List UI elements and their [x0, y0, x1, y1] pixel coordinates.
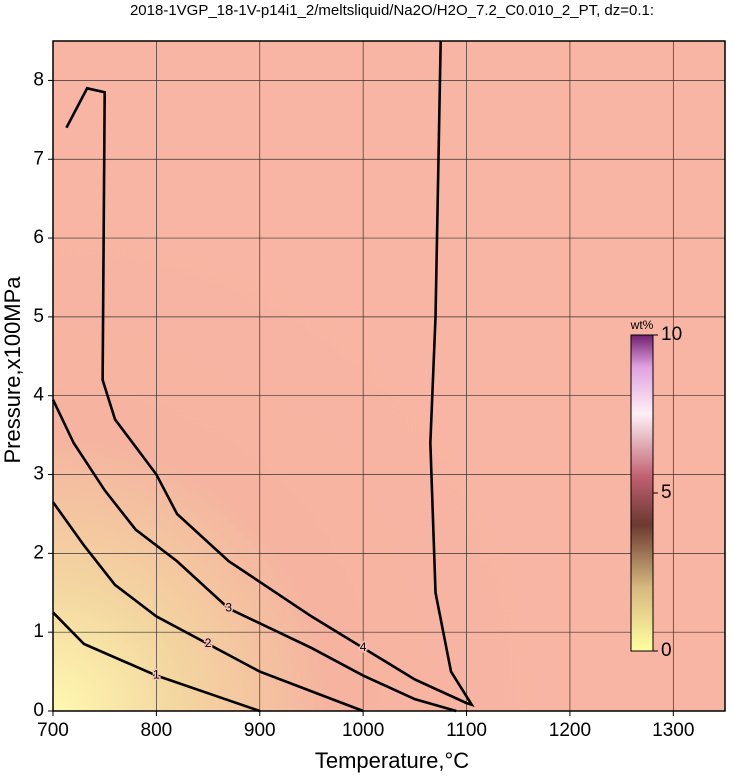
y-tick-label: 7 [33, 148, 44, 169]
y-tick-label: 1 [33, 621, 44, 642]
contour-label: 4 [360, 640, 367, 654]
colorbar-label: wt% [630, 318, 654, 332]
colorbar-tick-label: 0 [661, 640, 672, 661]
chart-title: 2018-1VGP_18-1V-p14i1_2/meltsliquid/Na2O… [130, 2, 654, 19]
y-tick-label: 2 [33, 542, 44, 563]
y-tick-label: 4 [33, 385, 44, 406]
contour-line [51, 399, 457, 713]
y-axis-label: Pressure,x100MPa [0, 276, 25, 464]
x-tick-label: 900 [244, 720, 276, 741]
contour-label: 1 [153, 668, 160, 682]
x-axis-label: Temperature,°C [315, 748, 469, 773]
plot-background [53, 41, 725, 711]
y-tick-label: 6 [33, 227, 44, 248]
contour-label: 2 [205, 636, 212, 650]
x-tick-label: 1300 [652, 720, 694, 741]
contour-line [65, 40, 475, 707]
x-tick-label: 1000 [342, 720, 384, 741]
y-tick-label: 8 [33, 69, 44, 90]
colorbar-tick-label: 10 [661, 324, 682, 345]
x-tick-label: 1100 [446, 720, 487, 741]
colorbar-tick-label: 5 [661, 482, 672, 503]
x-tick-label: 700 [37, 720, 69, 741]
plot-frame [52, 40, 726, 712]
x-tick-label: 800 [141, 720, 173, 741]
contour-line [52, 611, 261, 713]
contour-label: 3 [225, 601, 232, 615]
y-tick-label: 5 [33, 306, 44, 327]
colorbar [630, 334, 654, 652]
y-tick-label: 0 [33, 700, 44, 721]
y-tick-label: 3 [33, 464, 44, 485]
x-tick-label: 1200 [549, 720, 591, 741]
contour-line [51, 501, 364, 713]
